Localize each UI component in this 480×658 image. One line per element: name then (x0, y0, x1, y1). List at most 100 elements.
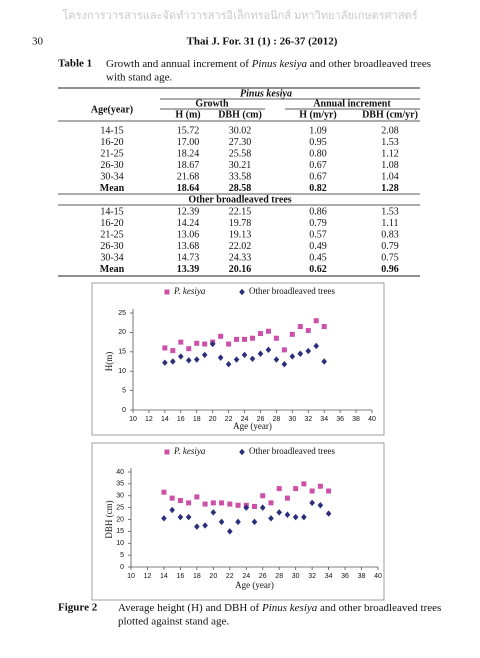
table-cell: 1.09 (309, 125, 327, 136)
point (185, 513, 192, 521)
section-header: Other broadleaved trees (188, 194, 291, 205)
point (325, 510, 332, 517)
table-cell: 1.53 (381, 206, 399, 217)
table-cell: 1.28 (381, 183, 399, 194)
table-cell: 16-20 (100, 137, 123, 148)
legend-marker (239, 448, 245, 456)
point (321, 358, 327, 365)
table-cell: 19.78 (229, 218, 252, 229)
column-header: Age(year) (91, 104, 133, 115)
table-cell: 25.58 (229, 148, 252, 159)
table-cell: 20.16 (229, 264, 252, 275)
y-tick-label: 5 (122, 387, 126, 394)
journal: Thai J. For. 31 (1) : 26-37 (2012) (187, 36, 338, 48)
point (162, 359, 168, 366)
group-header: Growth (195, 98, 229, 109)
point (313, 318, 319, 324)
column-header: DBH (cm) (218, 109, 262, 120)
caption-part: and other broadleaved trees (317, 602, 441, 614)
table-cell: 33.58 (229, 171, 252, 182)
table-cell: 12.39 (177, 206, 200, 217)
point (219, 500, 225, 506)
caption-part: Average height (H) and DBH of (118, 602, 262, 614)
y-axis-label: H(m) (104, 352, 114, 372)
y-tick-label: 10 (116, 540, 124, 547)
point (273, 356, 280, 363)
x-tick-label: 36 (341, 573, 349, 580)
legend-marker (164, 289, 170, 295)
point (273, 335, 279, 341)
table-cell: 14.73 (177, 252, 200, 263)
point (162, 345, 168, 351)
table-cell: 19.13 (229, 229, 252, 240)
y-tick-label: 15 (116, 528, 124, 535)
point (301, 481, 307, 487)
point (249, 355, 256, 362)
page-number: 30 (32, 36, 44, 48)
caption-part: Pinus kesiya (251, 58, 308, 70)
table-cell: 1.11 (381, 218, 398, 229)
point (305, 327, 311, 333)
point (194, 523, 200, 530)
point (170, 348, 176, 354)
x-tick-label: 22 (225, 416, 233, 423)
chart-frame (91, 442, 385, 601)
point (235, 502, 241, 508)
legend-label: P. kesiya (173, 286, 206, 296)
point (317, 502, 324, 509)
column-header: H (m/yr) (299, 109, 337, 120)
x-tick-label: 20 (209, 573, 217, 580)
table-cell: 0.86 (309, 206, 327, 217)
x-tick-label: 12 (145, 416, 153, 423)
point (317, 483, 323, 489)
x-tick-label: 34 (325, 573, 333, 580)
point (202, 501, 208, 507)
point (235, 518, 241, 526)
y-tick-label: 5 (120, 552, 124, 559)
x-tick-label: 16 (177, 416, 185, 423)
table-cell: 0.45 (309, 252, 327, 263)
table-cell: 0.79 (381, 241, 399, 252)
x-tick-label: 18 (193, 573, 201, 580)
y-tick-label: 0 (122, 407, 126, 414)
point (257, 331, 263, 337)
point (226, 341, 232, 347)
x-tick-label: 14 (160, 573, 168, 580)
table-cell: 0.67 (309, 160, 327, 171)
table-cell: 30-34 (100, 171, 123, 182)
point (265, 328, 271, 334)
point (169, 495, 175, 501)
y-tick-label: 10 (118, 368, 126, 375)
point (301, 513, 307, 521)
table-cell: 28.58 (229, 183, 252, 194)
legend-marker (164, 449, 170, 455)
table-cell: 0.80 (309, 148, 327, 159)
column-header: H (m) (175, 109, 200, 120)
table-cell: 0.95 (309, 137, 327, 148)
point (293, 486, 299, 492)
table-cell: 0.79 (309, 218, 327, 229)
point (309, 499, 315, 507)
point (218, 333, 224, 339)
x-tick-label: 32 (308, 573, 316, 580)
table-cell: 13.39 (177, 264, 200, 275)
y-tick-label: 20 (118, 329, 126, 336)
table-cell: 16-20 (100, 218, 123, 229)
point (297, 350, 304, 357)
y-tick-label: 35 (116, 481, 124, 488)
table-cell: 2.08 (381, 125, 399, 136)
x-tick-label: 32 (304, 416, 312, 423)
y-tick-label: 15 (118, 349, 126, 356)
x-tick-label: 14 (161, 416, 169, 423)
table-cell: 15.72 (177, 125, 200, 136)
point (170, 358, 176, 365)
table-cell: 18.67 (177, 160, 200, 171)
x-tick-label: 16 (177, 573, 185, 580)
point (252, 503, 257, 509)
table-cell: 0.82 (309, 183, 327, 194)
x-tick-label: 40 (374, 573, 382, 580)
x-tick-label: 22 (226, 573, 234, 580)
table-cell: 30-34 (100, 252, 123, 263)
point (161, 489, 167, 495)
